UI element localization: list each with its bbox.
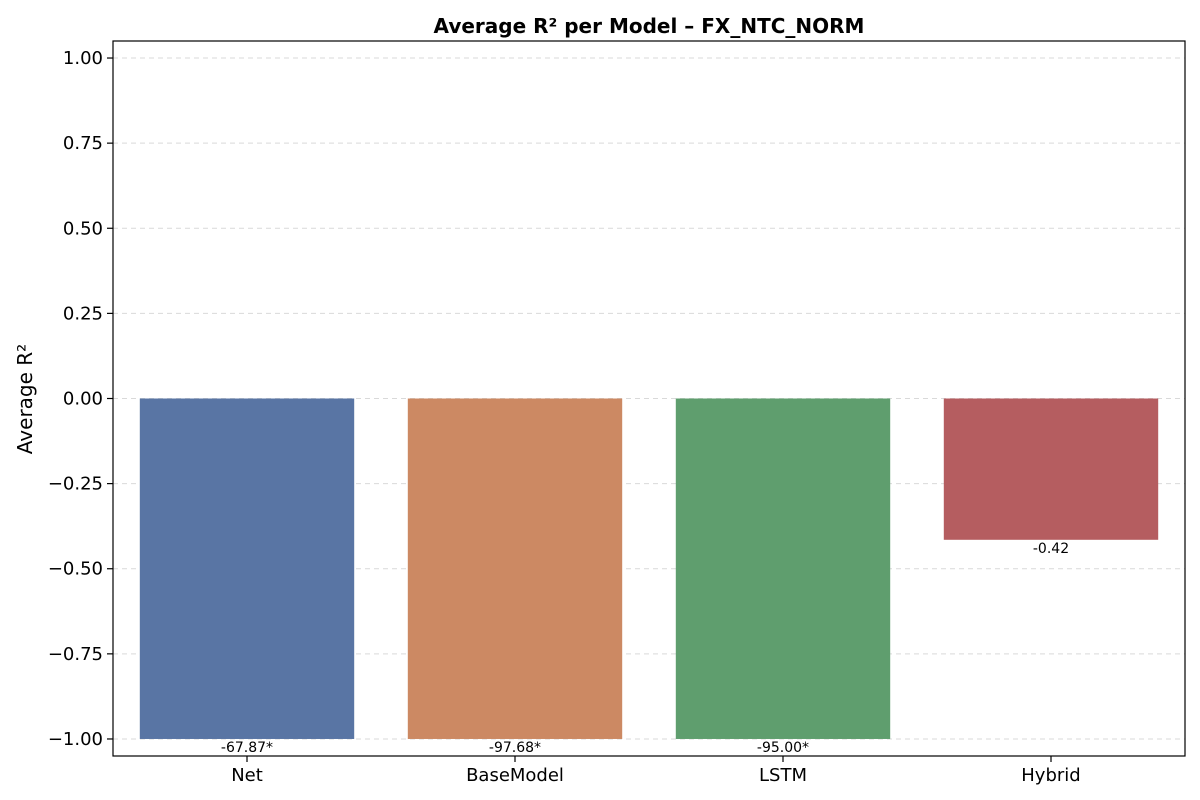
x-tick-label: Hybrid bbox=[1021, 765, 1080, 786]
chart-title: Average R² per Model – FX_NTC_NORM bbox=[434, 14, 865, 38]
data-label: -67.87* bbox=[221, 740, 273, 756]
bar-net bbox=[139, 398, 355, 739]
bar-basemodel bbox=[407, 398, 623, 739]
plot-frame bbox=[112, 40, 1186, 757]
y-axis-ticks: 1.00 0.75 0.50 0.25 0.00 −0.25 −0.50 −0.75 −1.00 bbox=[48, 48, 113, 750]
x-tick-label: Net bbox=[231, 765, 263, 786]
y-tick-label: 0.00 bbox=[63, 389, 103, 410]
x-tick-label: LSTM bbox=[759, 765, 807, 786]
y-tick-label: −0.50 bbox=[48, 559, 103, 580]
data-labels: -67.87* -97.68* -95.00* -0.42 bbox=[221, 541, 1069, 756]
y-tick-label: 1.00 bbox=[63, 48, 103, 69]
y-tick-label: 0.75 bbox=[63, 133, 103, 154]
bars bbox=[139, 398, 1159, 739]
y-tick-label: −1.00 bbox=[48, 729, 103, 750]
y-tick-label: −0.25 bbox=[48, 474, 103, 495]
bar-hybrid bbox=[943, 398, 1159, 540]
x-tick-label: BaseModel bbox=[466, 765, 564, 786]
x-axis-ticks: Net BaseModel LSTM Hybrid bbox=[231, 756, 1081, 786]
data-label: -95.00* bbox=[757, 740, 809, 756]
bar-lstm bbox=[675, 398, 891, 739]
y-tick-label: 0.25 bbox=[63, 303, 103, 324]
y-tick-label: −0.75 bbox=[48, 644, 103, 665]
y-tick-label: 0.50 bbox=[63, 218, 103, 239]
data-label: -0.42 bbox=[1033, 541, 1069, 557]
data-label: -97.68* bbox=[489, 740, 541, 756]
y-axis-label: Average R² bbox=[13, 344, 37, 454]
